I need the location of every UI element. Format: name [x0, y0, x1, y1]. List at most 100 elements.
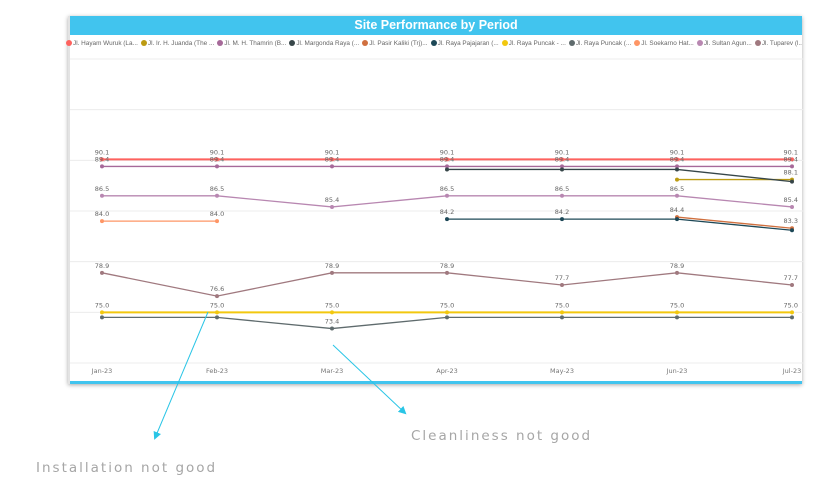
data-label: 89.4 — [95, 155, 109, 163]
legend-item[interactable]: Jl. Hayam Wuruk (La... — [66, 38, 138, 50]
data-label: 78.9 — [95, 262, 109, 270]
legend-label: Jl. M. H. Thamrin (B... — [224, 40, 287, 47]
legend-color-dot-icon — [289, 40, 296, 46]
data-point — [330, 204, 334, 209]
legend-item[interactable]: Jl. Margonda Raya (... — [289, 38, 359, 50]
data-point — [215, 219, 219, 224]
cleanliness-annotation: Cleanliness not good — [411, 428, 593, 444]
chart-legend[interactable]: Jl. Hayam Wuruk (La... Jl. Ir. H. Juanda … — [66, 38, 802, 50]
series-line — [447, 218, 793, 231]
legend-item[interactable]: Jl. Soekarno Hat... — [634, 38, 694, 50]
data-point — [560, 310, 564, 315]
data-point — [330, 326, 334, 331]
data-point — [330, 164, 334, 169]
data-point — [445, 193, 449, 198]
data-label: 84.0 — [210, 210, 224, 218]
data-label: 75.0 — [325, 301, 339, 309]
data-point — [675, 193, 679, 198]
data-label: 83.3 — [784, 217, 798, 225]
data-label: 75.0 — [440, 301, 454, 309]
legend-color-dot-icon — [362, 40, 369, 46]
data-point — [445, 270, 449, 275]
data-point — [790, 157, 794, 162]
data-point — [445, 164, 449, 169]
legend-color-dot-icon — [66, 40, 72, 46]
data-point — [330, 157, 334, 162]
data-label: 90.1 — [670, 148, 684, 156]
data-label: 90.1 — [95, 148, 109, 156]
data-label: 85.4 — [325, 196, 339, 204]
legend-label: Jl. Sultan Agun... — [703, 40, 752, 47]
data-point — [675, 177, 679, 182]
legend-color-dot-icon — [430, 40, 437, 46]
data-point — [675, 315, 679, 320]
legend-color-dot-icon — [696, 40, 703, 46]
legend-label: Jl. Hayam Wuruk (La... — [73, 40, 138, 47]
x-tick-label: Feb-23 — [206, 367, 228, 375]
data-point — [100, 157, 104, 162]
legend-color-dot-icon — [634, 40, 641, 46]
legend-label: Jl. Raya Puncak - ... — [508, 40, 566, 47]
data-point — [100, 310, 104, 315]
data-point — [445, 310, 449, 315]
legend-item[interactable]: Jl. Raya Puncak (... — [568, 38, 631, 50]
data-label: 84.0 — [95, 210, 109, 218]
data-label: 86.5 — [210, 185, 224, 193]
data-label: 78.9 — [325, 262, 339, 270]
data-label: 90.1 — [210, 148, 224, 156]
data-point — [675, 217, 679, 222]
legend-color-dot-icon — [140, 40, 147, 46]
legend-item[interactable]: Jl. M. H. Thamrin (B... — [217, 38, 286, 50]
legend-item[interactable]: Jl. Raya Puncak - ... — [501, 38, 566, 50]
data-point — [560, 167, 564, 172]
x-tick-label: Mar-23 — [321, 367, 343, 375]
data-point — [675, 270, 679, 275]
data-point — [215, 310, 219, 315]
legend-item[interactable]: Jl. Tuparev (l... — [754, 38, 802, 50]
x-tick-label: May-23 — [550, 367, 574, 375]
line-chart: Jan-23 Feb-23 Mar-23 Apr-23 May-23 Jun-23 Jul-… — [70, 58, 804, 375]
data-point — [675, 167, 679, 172]
data-label: 90.1 — [784, 148, 798, 156]
data-label: 90.1 — [325, 148, 339, 156]
data-point — [215, 164, 219, 169]
data-point — [675, 310, 679, 315]
data-point — [100, 193, 104, 198]
legend-item[interactable]: Jl. Raya Pajajaran (... — [430, 38, 499, 50]
data-point — [560, 315, 564, 320]
chart-title: Site Performance by Period — [70, 16, 802, 35]
legend-color-dot-icon — [501, 40, 508, 46]
data-label: 75.0 — [210, 301, 224, 309]
data-point — [100, 315, 104, 320]
data-point — [215, 193, 219, 198]
data-label: 77.7 — [555, 274, 569, 282]
x-tick-label: Jul-23 — [782, 367, 801, 375]
data-point — [790, 228, 794, 233]
data-point — [790, 315, 794, 320]
data-label: 86.5 — [670, 185, 684, 193]
legend-label: Jl. Ir. H. Juanda (The ... — [147, 40, 215, 47]
data-point — [445, 157, 449, 162]
data-label: 75.0 — [670, 301, 684, 309]
legend-label: Jl. Pasir Kaliki (Trj)... — [369, 40, 428, 47]
x-tick-label: Jun-23 — [666, 367, 688, 375]
data-point — [445, 167, 449, 172]
data-point — [215, 157, 219, 162]
series-line — [101, 272, 793, 297]
series-line — [676, 216, 793, 229]
data-label: 84.4 — [670, 206, 684, 214]
legend-item[interactable]: Jl. Ir. H. Juanda (The ... — [140, 38, 215, 50]
data-point — [790, 164, 794, 169]
data-point — [790, 204, 794, 209]
data-point — [560, 164, 564, 169]
legend-item[interactable]: Jl. Sultan Agun... — [696, 38, 752, 50]
data-label: 73.4 — [325, 318, 339, 326]
data-label: 88.1 — [784, 169, 798, 177]
data-point — [100, 164, 104, 169]
data-label: 75.0 — [784, 301, 798, 309]
data-point — [675, 164, 679, 169]
legend-color-dot-icon — [217, 40, 224, 46]
data-label: 85.4 — [784, 196, 798, 204]
legend-item[interactable]: Jl. Pasir Kaliki (Trj)... — [362, 38, 428, 50]
data-point — [560, 217, 564, 222]
